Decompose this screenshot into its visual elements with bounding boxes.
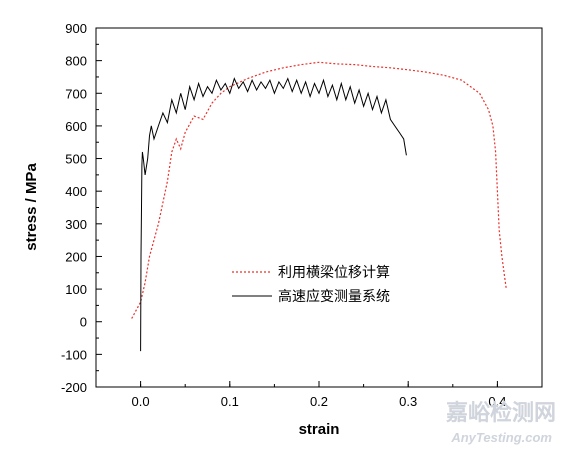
x-tick-label: 0.4	[488, 394, 506, 409]
series-line-crosshead	[131, 61, 507, 319]
watermark-en: AnyTesting.com	[450, 430, 552, 445]
y-axis-title: stress / MPa	[23, 163, 40, 251]
watermark: 嘉峪检测网 AnyTesting.com	[446, 400, 556, 445]
x-tick-label: 0.3	[399, 394, 417, 409]
y-axis-ticks: -200 -100 0 100 200 300 400 500 600 700 800 900	[61, 21, 102, 395]
x-tick-label: 0.0	[132, 394, 150, 409]
y-tick-label: 700	[65, 86, 87, 101]
x-axis-title: strain	[299, 421, 340, 438]
series-line-strain-system	[140, 77, 407, 352]
series-layer	[131, 61, 507, 352]
x-tick-label: 0.2	[310, 394, 328, 409]
x-axis-ticks: 0.0 0.1 0.2 0.3 0.4	[95, 381, 543, 409]
y-tick-label: 800	[65, 54, 87, 69]
x-tick-label: 0.1	[221, 394, 239, 409]
y-tick-label: 100	[65, 282, 87, 297]
legend: 利用横梁位移计算 高速应变测量系统	[232, 265, 390, 305]
y-tick-label: 0	[80, 315, 87, 330]
y-tick-label: 400	[65, 184, 87, 199]
legend-label-strain-system: 高速应变测量系统	[278, 288, 390, 305]
y-tick-label: 300	[65, 217, 87, 232]
legend-label-crosshead: 利用横梁位移计算	[278, 265, 390, 281]
y-tick-label: -100	[61, 347, 87, 362]
y-tick-label: 600	[65, 119, 87, 134]
y-tick-label: 200	[65, 249, 87, 264]
y-tick-label: 900	[65, 21, 87, 36]
y-tick-label: 500	[65, 152, 87, 167]
y-tick-label: -200	[61, 380, 87, 395]
watermark-cn: 嘉峪检测网	[446, 400, 556, 426]
plot-frame	[95, 27, 543, 388]
